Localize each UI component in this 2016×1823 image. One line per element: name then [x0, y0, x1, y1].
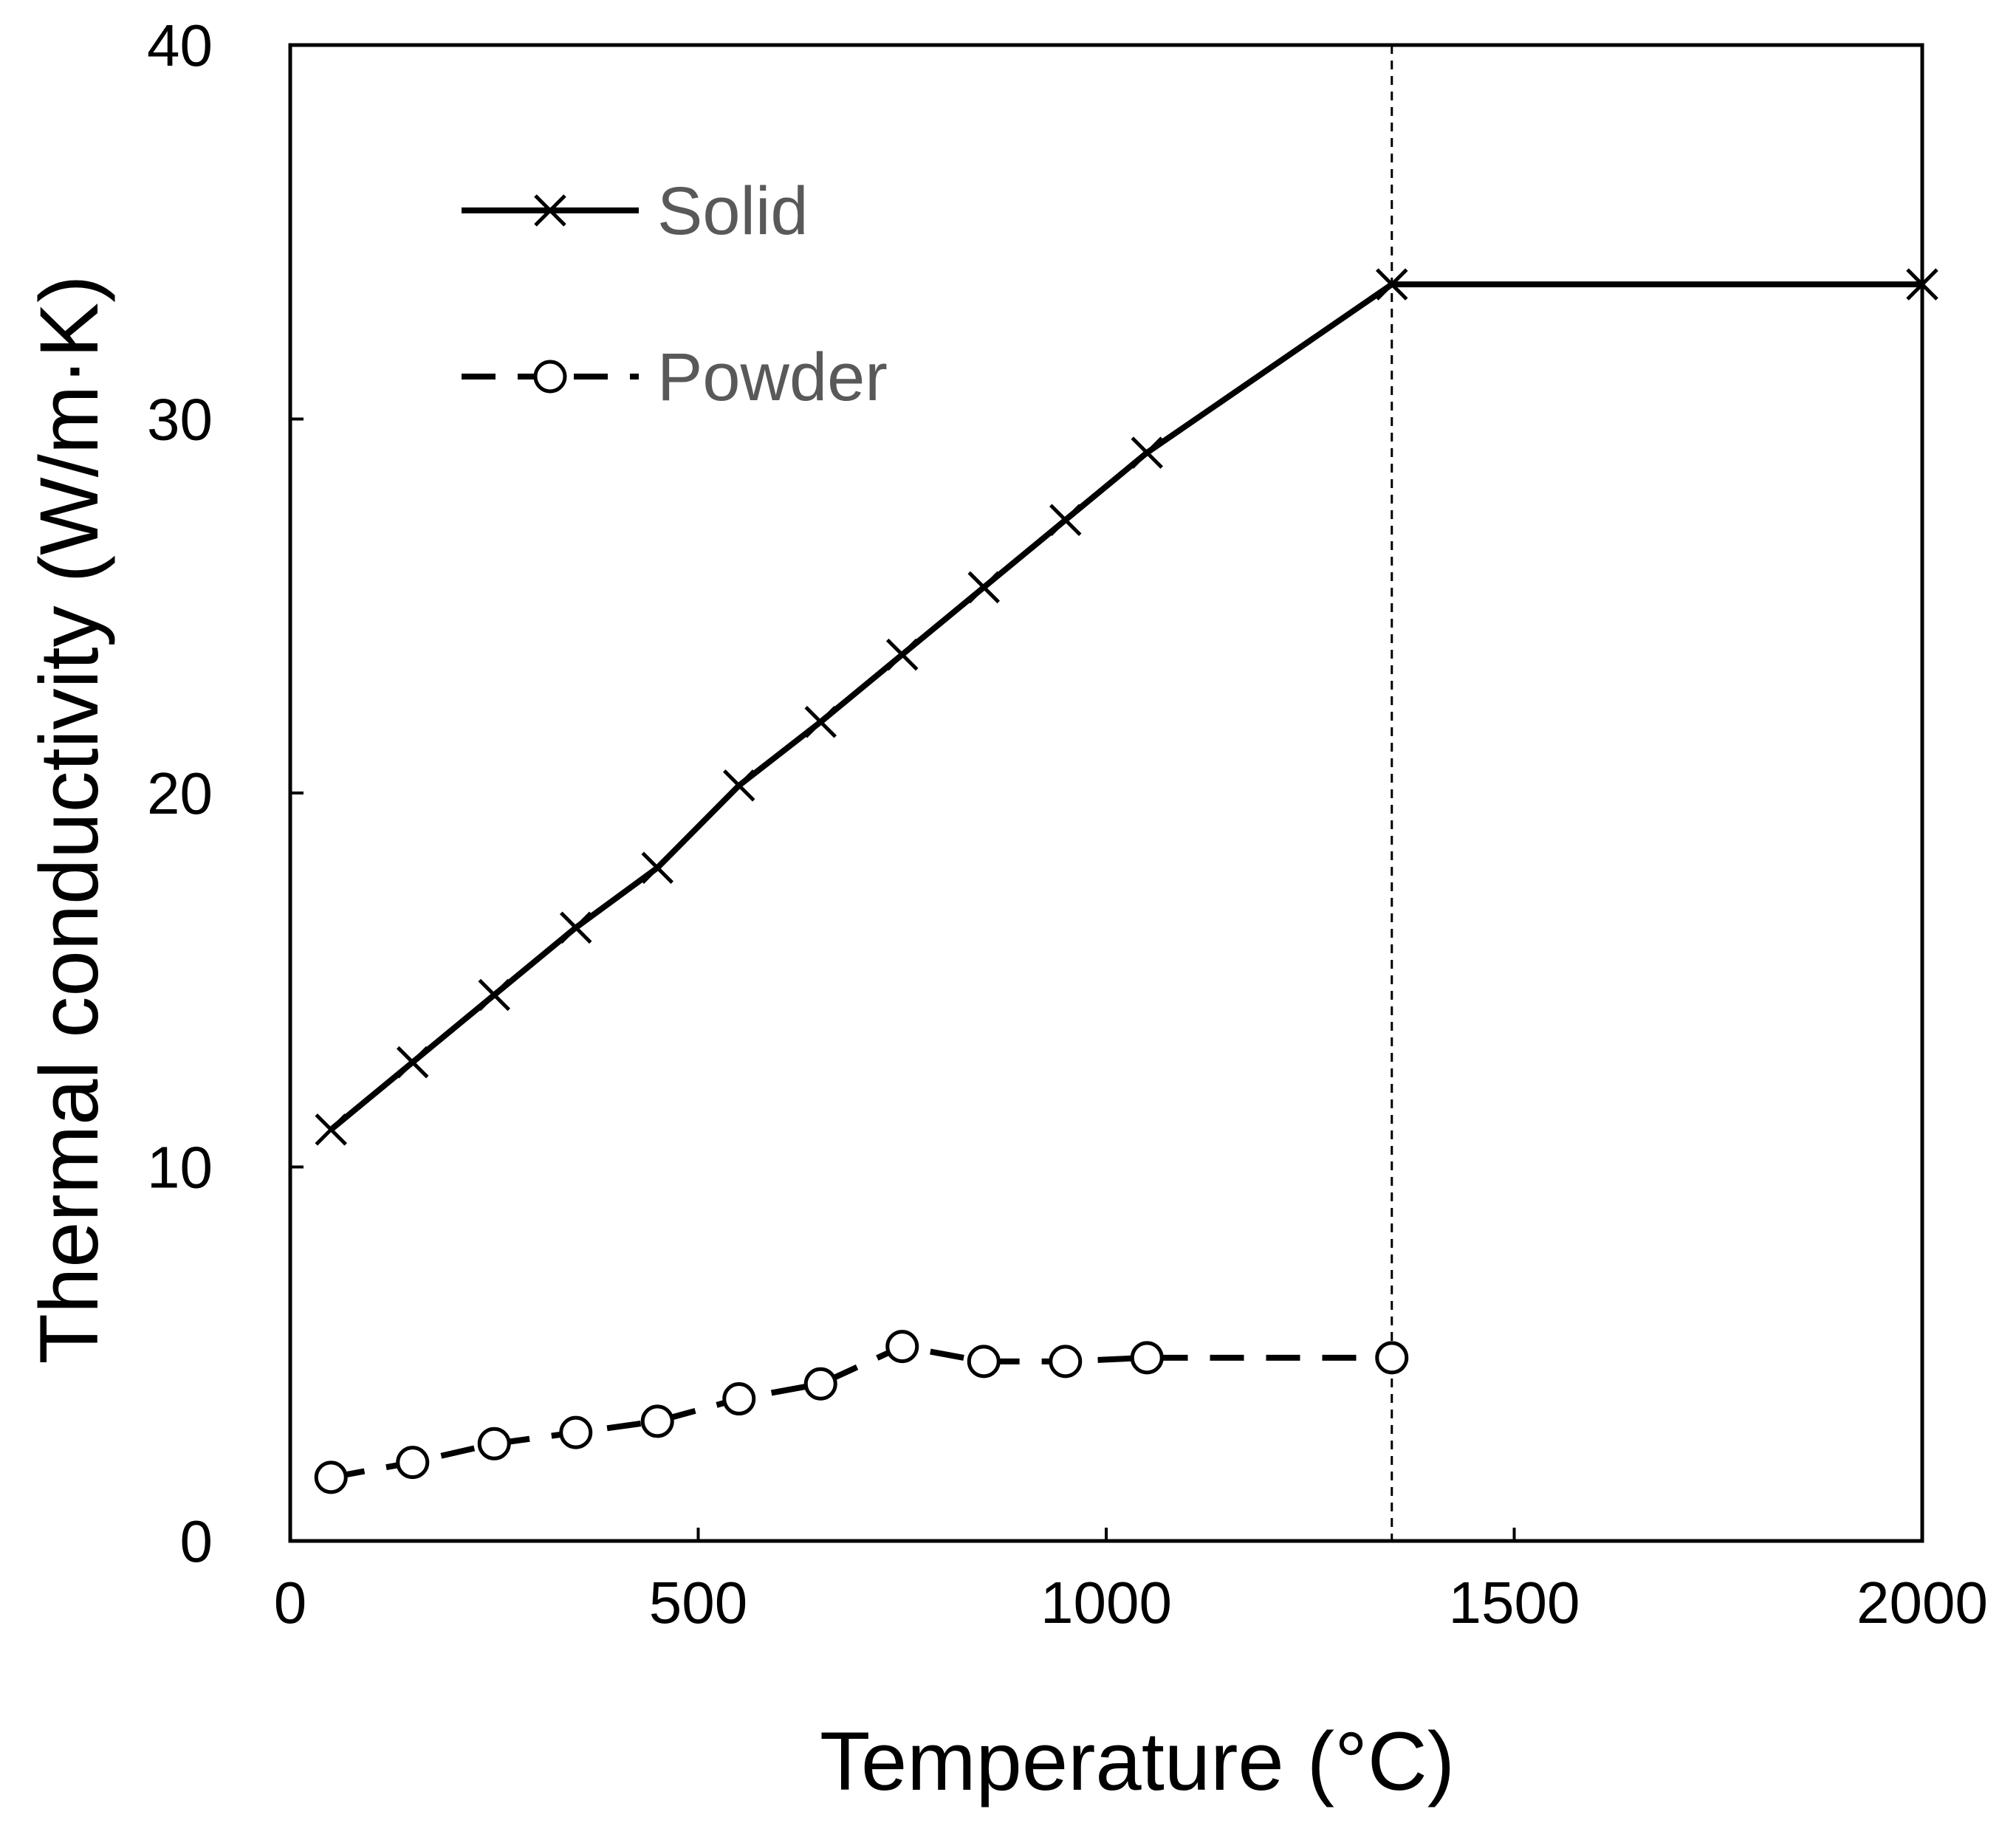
legend-item-powder: Powder	[462, 340, 888, 415]
circle-marker	[885, 1330, 919, 1364]
legend-label: Solid	[657, 174, 809, 249]
x-marker	[1906, 268, 1938, 301]
x-marker-stroke	[722, 769, 755, 802]
x-marker-stroke	[641, 851, 674, 885]
series-solid	[315, 268, 1938, 1146]
x-marker	[478, 978, 511, 1012]
x-axis-ticks: 0 500 1000 1500 2000	[274, 1528, 1988, 1635]
circle-marker	[559, 1415, 593, 1449]
circle-marker	[640, 1404, 674, 1438]
y-tick-label: 0	[180, 1508, 213, 1574]
legend: Solid Powder	[462, 174, 888, 415]
x-marker	[967, 571, 1001, 604]
x-marker	[559, 911, 592, 944]
x-tick-label: 1500	[1449, 1570, 1580, 1635]
x-axis-title: Temperature (°C)	[820, 1715, 1455, 1807]
legend-label: Powder	[657, 340, 888, 415]
x-tick-label: 2000	[1856, 1570, 1988, 1635]
circle-marker	[967, 1345, 1001, 1379]
x-marker	[534, 194, 566, 227]
x-marker-stroke	[804, 705, 837, 738]
x-marker-stroke	[559, 911, 592, 944]
circle-marker	[396, 1446, 430, 1480]
series-layer	[314, 268, 1938, 1494]
x-marker	[1375, 268, 1408, 301]
circle-marker	[722, 1382, 756, 1416]
x-marker	[722, 769, 755, 802]
circle-marker	[1049, 1345, 1083, 1379]
x-tick-label: 500	[649, 1570, 747, 1635]
plot-area-frame	[288, 43, 1924, 1543]
x-marker-stroke	[967, 571, 1001, 604]
x-marker-stroke	[478, 978, 511, 1012]
x-tick-label: 0	[274, 1570, 307, 1635]
x-marker-stroke	[1049, 504, 1082, 537]
x-marker-stroke	[885, 638, 919, 671]
series-line	[329, 281, 1922, 1132]
circle-marker	[803, 1367, 837, 1401]
y-tick-label: 20	[147, 761, 213, 826]
y-tick-label: 40	[147, 13, 213, 78]
circle-marker	[533, 360, 567, 394]
legend-item-solid: Solid	[462, 174, 809, 249]
y-tick-label: 30	[147, 387, 213, 453]
x-marker	[885, 638, 919, 671]
y-axis-ticks: 0 10 20 30 40	[147, 13, 304, 1574]
x-marker	[641, 851, 674, 885]
circle-marker	[1130, 1341, 1164, 1375]
x-marker-stroke	[1906, 268, 1938, 301]
x-marker-stroke	[1131, 436, 1164, 469]
x-marker	[396, 1046, 429, 1079]
x-marker	[315, 1113, 348, 1146]
x-marker	[804, 705, 837, 738]
x-marker	[1131, 436, 1164, 469]
series-line	[330, 1343, 1392, 1480]
circle-marker	[1375, 1341, 1409, 1375]
x-marker-stroke	[534, 194, 566, 227]
y-axis-title: Thermal conductivity (W/m·K)	[23, 275, 115, 1364]
circle-marker	[477, 1427, 511, 1460]
x-tick-label: 1000	[1040, 1570, 1172, 1635]
circle-marker	[314, 1460, 348, 1494]
x-marker-stroke	[1375, 268, 1408, 301]
y-tick-label: 10	[147, 1135, 213, 1201]
x-marker-stroke	[396, 1046, 429, 1079]
x-marker-stroke	[315, 1113, 348, 1146]
series-powder	[314, 1330, 1409, 1494]
x-marker	[1049, 504, 1082, 537]
